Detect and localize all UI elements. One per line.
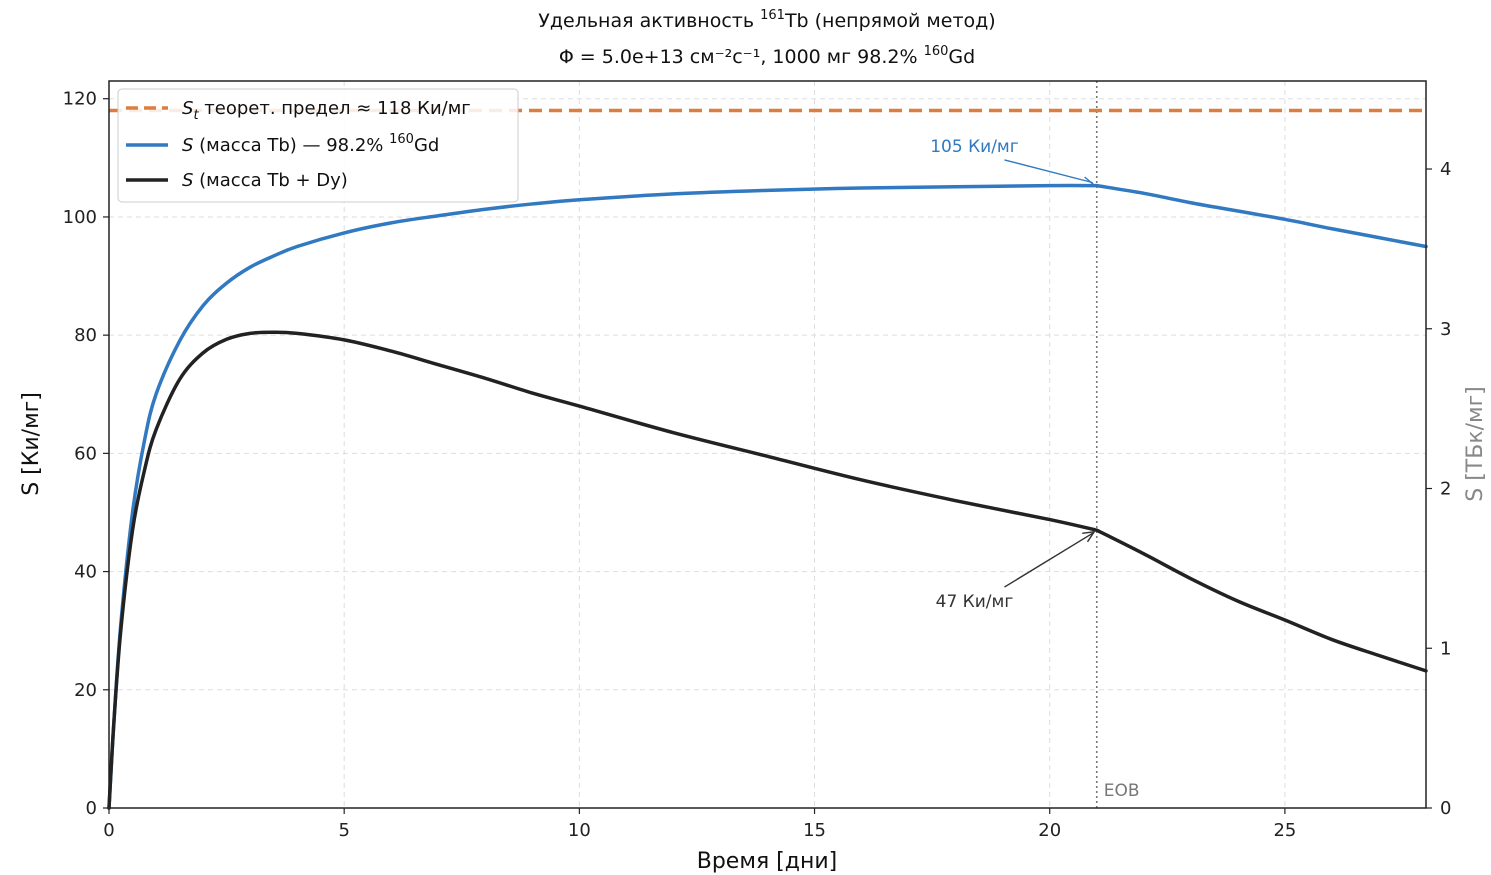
y-right-tick-label: 4 xyxy=(1440,159,1451,180)
legend-label-theoretical: St теорет. предел ≈ 118 Ки/мг xyxy=(182,98,471,123)
legend-label-tb-dy: S (масса Tb + Dy) xyxy=(182,170,348,191)
x-tick-label: 25 xyxy=(1273,820,1296,841)
annotation-label: 47 Ки/мг xyxy=(936,592,1014,612)
series-line-tb-dy xyxy=(107,330,1428,810)
annotation-arrowhead xyxy=(1081,176,1096,188)
x-tick-label: 15 xyxy=(803,820,826,841)
y-right-axis-label: S [ТБк/мг] xyxy=(1463,386,1488,502)
plot-area: EOB xyxy=(107,81,1428,810)
y-tick-label: 40 xyxy=(74,562,97,583)
x-tick-label: 0 xyxy=(103,820,114,841)
annotation-arrow xyxy=(1004,159,1093,184)
y-right-tick-label: 1 xyxy=(1440,638,1451,659)
annotation-label: 105 Ки/мг xyxy=(930,137,1019,157)
y-tick-label: 80 xyxy=(74,325,97,346)
y-right-tick-label: 0 xyxy=(1440,798,1451,819)
axes-frame xyxy=(108,80,1427,809)
chart-title-line2: Φ = 5.0e+13 см⁻²с⁻¹, 1000 мг 98.2% 160Gd xyxy=(559,44,975,68)
x-tick-label: 10 xyxy=(568,820,591,841)
eob-label: EOB xyxy=(1104,781,1140,801)
y-tick-label: 20 xyxy=(74,680,97,701)
annotation-arrowhead xyxy=(1082,530,1096,543)
legend-label-tb-only: S (масса Tb) — 98.2% 160Gd xyxy=(182,132,439,156)
y-tick-label: 120 xyxy=(63,89,97,110)
y-axis-ticks: 0 20 40 60 80 100 120 xyxy=(63,89,109,819)
y-right-axis-ticks: 0 1 2 3 4 xyxy=(1426,159,1451,819)
x-axis-label: Время [дни] xyxy=(697,849,837,874)
annotations: 105 Ки/мг 47 Ки/мг xyxy=(930,137,1096,612)
legend: St теорет. предел ≈ 118 Ки/мг S (масса T… xyxy=(117,88,519,203)
legend-box xyxy=(117,88,519,203)
y-axis-label: S [Ки/мг] xyxy=(19,392,44,496)
y-tick-label: 0 xyxy=(86,798,97,819)
y-right-tick-label: 2 xyxy=(1440,479,1451,500)
annotation-arrow xyxy=(1004,532,1094,588)
y-tick-label: 100 xyxy=(63,207,97,228)
series-line-tb-only xyxy=(107,183,1428,810)
y-tick-label: 60 xyxy=(74,443,97,464)
x-tick-label: 5 xyxy=(338,820,349,841)
chart-title-line1: Удельная активность 161Tb (непрямой мето… xyxy=(538,8,995,32)
x-tick-label: 20 xyxy=(1038,820,1061,841)
x-axis-ticks: 0 5 10 15 20 25 xyxy=(103,808,1296,841)
y-right-tick-label: 3 xyxy=(1440,319,1451,340)
